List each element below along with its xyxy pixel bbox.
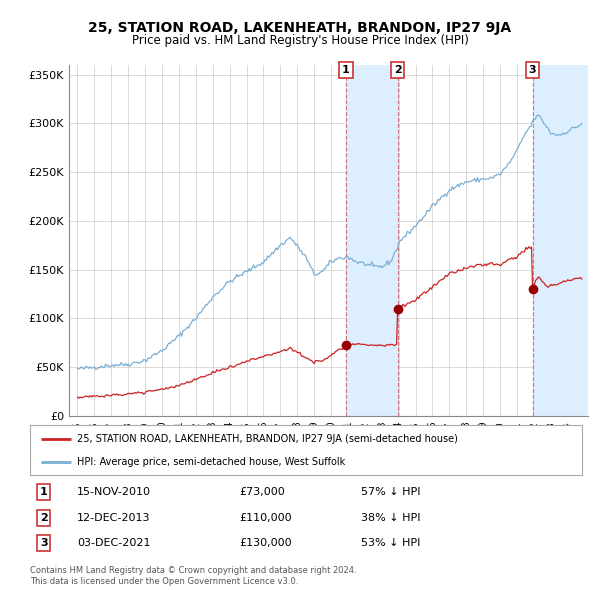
Text: HPI: Average price, semi-detached house, West Suffolk: HPI: Average price, semi-detached house,… — [77, 457, 345, 467]
Text: £73,000: £73,000 — [240, 487, 286, 497]
Text: 3: 3 — [529, 65, 536, 75]
Text: 57% ↓ HPI: 57% ↓ HPI — [361, 487, 421, 497]
Text: 2: 2 — [40, 513, 47, 523]
Text: £110,000: £110,000 — [240, 513, 292, 523]
Text: 1: 1 — [40, 487, 47, 497]
Text: 12-DEC-2013: 12-DEC-2013 — [77, 513, 151, 523]
Text: £130,000: £130,000 — [240, 538, 292, 548]
Text: Price paid vs. HM Land Registry's House Price Index (HPI): Price paid vs. HM Land Registry's House … — [131, 34, 469, 47]
Bar — [533, 65, 588, 416]
Text: 2: 2 — [394, 65, 401, 75]
Text: 1: 1 — [342, 65, 350, 75]
Text: This data is licensed under the Open Government Licence v3.0.: This data is licensed under the Open Gov… — [30, 577, 298, 586]
Text: 03-DEC-2021: 03-DEC-2021 — [77, 538, 151, 548]
Text: Contains HM Land Registry data © Crown copyright and database right 2024.: Contains HM Land Registry data © Crown c… — [30, 566, 356, 575]
Text: 38% ↓ HPI: 38% ↓ HPI — [361, 513, 421, 523]
Text: 15-NOV-2010: 15-NOV-2010 — [77, 487, 151, 497]
Text: 25, STATION ROAD, LAKENHEATH, BRANDON, IP27 9JA (semi-detached house): 25, STATION ROAD, LAKENHEATH, BRANDON, I… — [77, 434, 458, 444]
Text: 53% ↓ HPI: 53% ↓ HPI — [361, 538, 421, 548]
Text: 25, STATION ROAD, LAKENHEATH, BRANDON, IP27 9JA: 25, STATION ROAD, LAKENHEATH, BRANDON, I… — [88, 21, 512, 35]
Bar — [346, 65, 398, 416]
Text: 3: 3 — [40, 538, 47, 548]
